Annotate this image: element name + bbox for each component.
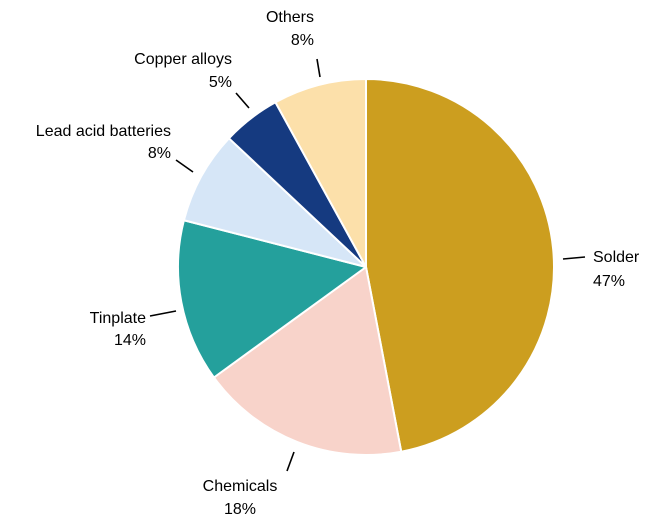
- slice-value-chemicals: 18%: [224, 501, 256, 518]
- slice-solder: [365, 78, 556, 453]
- slice-label-chemicals: Chemicals: [203, 478, 278, 495]
- slice-value-tinplate: 14%: [114, 332, 146, 349]
- slice-value-lead-acid-batteries: 8%: [148, 145, 171, 162]
- slice-label-lead-acid-batteries: Lead acid batteries: [36, 123, 171, 140]
- leader-line-others: [316, 58, 321, 78]
- slice-label-tinplate: Tinplate: [90, 310, 146, 327]
- leader-line-lead-acid-batteries: [175, 159, 194, 173]
- slice-lead-acid-batteries: [182, 137, 367, 268]
- slice-tinplate: [177, 219, 367, 379]
- slice-chemicals: [212, 266, 403, 456]
- leader-line-tinplate: [149, 310, 177, 317]
- leader-line-solder: [562, 256, 586, 260]
- slice-value-copper-alloys: 5%: [209, 74, 232, 91]
- slice-value-others: 8%: [291, 32, 314, 49]
- pie-slices: [177, 78, 556, 456]
- slice-label-solder: Solder: [593, 249, 640, 266]
- leader-line-chemicals: [286, 451, 295, 472]
- leader-line-copper-alloys: [235, 92, 250, 109]
- slice-label-others: Others: [266, 9, 314, 26]
- leader-lines: [149, 58, 586, 472]
- slice-label-copper-alloys: Copper alloys: [134, 51, 232, 68]
- slice-value-solder: 47%: [593, 273, 625, 290]
- slice-labels: Solder 47% Chemicals 18% Tinplate 14% Lead aci…: [36, 9, 640, 518]
- slice-others: [274, 78, 367, 268]
